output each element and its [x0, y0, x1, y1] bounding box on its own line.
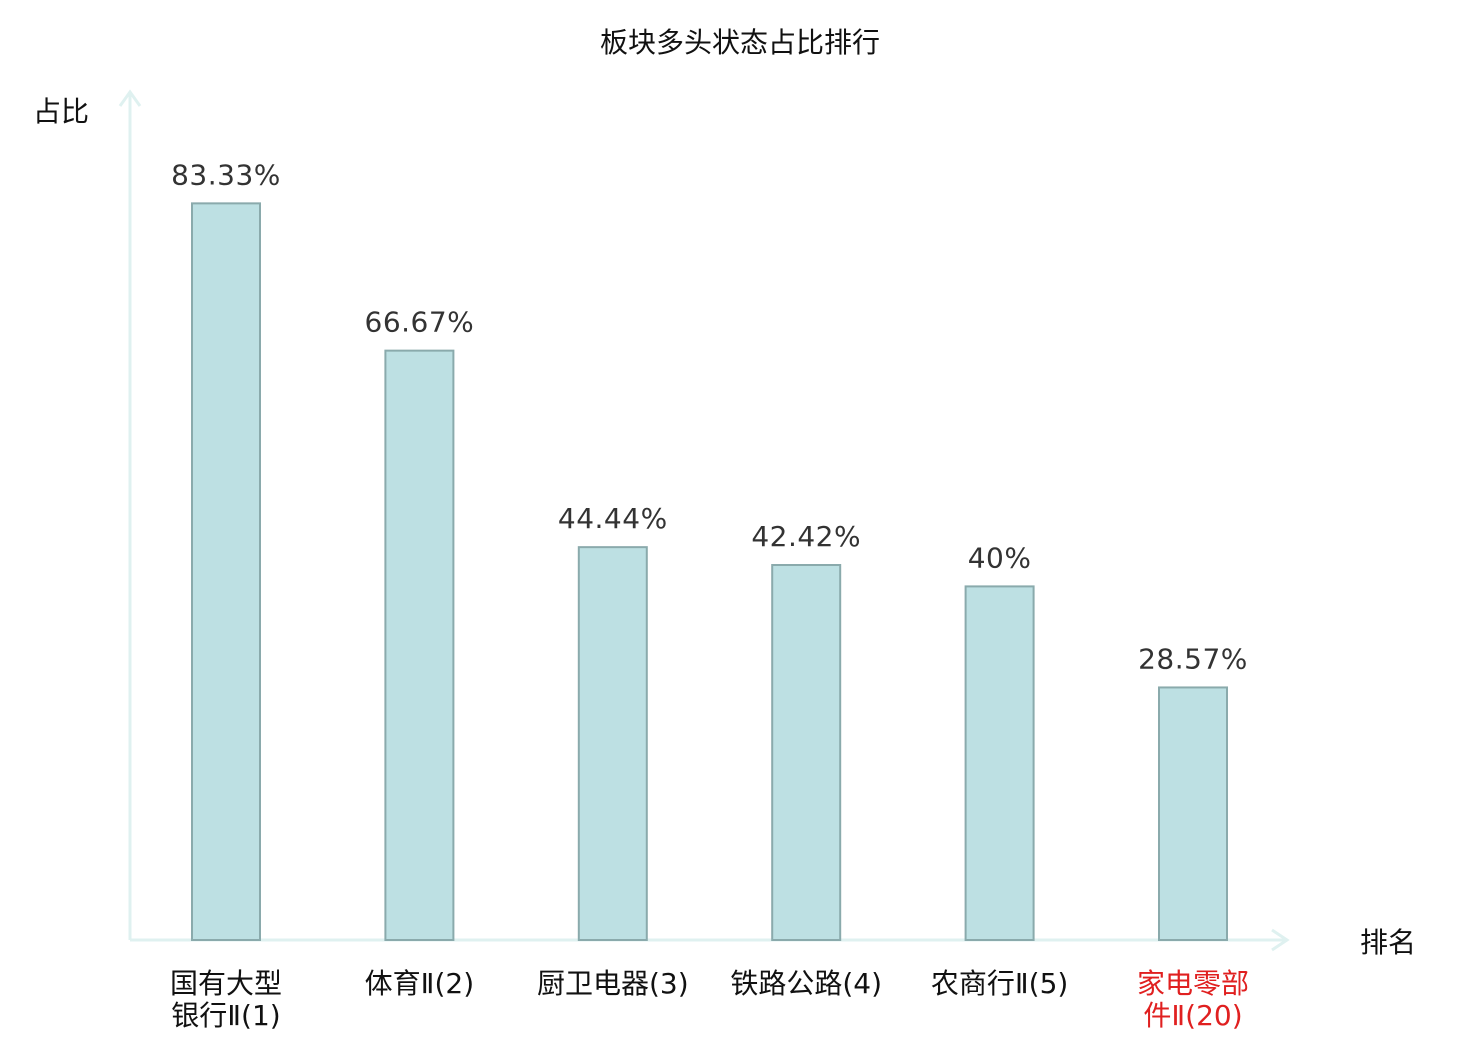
- y-axis-arrow: [118, 89, 142, 107]
- x-tick-label: 国有大型: [170, 967, 282, 1000]
- chart-title: 板块多头状态占比排行: [600, 26, 880, 59]
- x-axis-label: 排名: [1360, 926, 1416, 959]
- bar-value-label: 44.44%: [558, 502, 668, 535]
- bar-value-label: 83.33%: [171, 158, 281, 191]
- bar-value-label: 28.57%: [1138, 642, 1248, 675]
- bar-6: [1158, 686, 1228, 942]
- x-tick-label: 银行Ⅱ(1): [171, 999, 280, 1032]
- bar-value-label: 42.42%: [751, 520, 861, 553]
- x-tick-label: 厨卫电器(3): [537, 967, 689, 1000]
- x-tick-label: 铁路公路(4): [730, 967, 882, 1000]
- x-tick-label: 体育Ⅱ(2): [365, 967, 474, 1000]
- bar-value-label: 40%: [968, 541, 1032, 574]
- bar-4: [771, 564, 842, 941]
- x-tick-label: 件Ⅱ(20): [1143, 999, 1242, 1032]
- x-axis-arrow: [1271, 928, 1290, 952]
- bar-3: [577, 546, 648, 941]
- bar-1: [191, 202, 261, 941]
- bar-5: [964, 585, 1035, 942]
- bar-2: [384, 349, 455, 941]
- x-tick-label: 农商行Ⅱ(5): [931, 967, 1068, 1000]
- bar-value-label: 66.67%: [365, 306, 475, 339]
- y-axis-label: 占比: [33, 95, 89, 128]
- x-tick-label: 家电零部: [1137, 967, 1249, 1000]
